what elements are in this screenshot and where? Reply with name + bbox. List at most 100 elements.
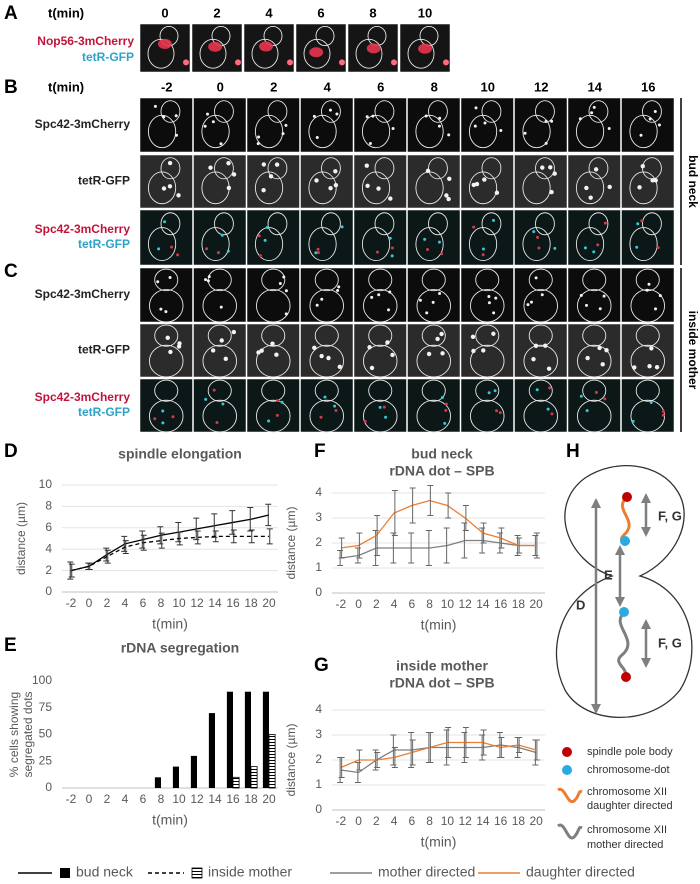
mother-cell [470,289,505,323]
bud-cell [481,157,502,180]
image-tile [193,209,247,266]
signal-dot [607,126,611,130]
mother-cell [416,344,452,378]
cell-outline [254,212,288,262]
image-tile [621,323,675,378]
image-tile [246,323,300,378]
y-axis-label: distance (µm) [14,502,28,575]
signal-dot [161,421,165,425]
mother-cell [309,399,345,433]
cell-outline [303,25,335,69]
nucleolus-signal [309,47,324,58]
signal-dot [596,243,600,247]
mother-cell [147,171,177,205]
signal-dot [174,114,178,118]
legend-label: mother directed [378,864,475,880]
x-tick-label: 6 [409,814,416,828]
image-tile [139,267,193,323]
mother-cell [575,114,605,149]
x-tick-label: 6 [409,597,416,611]
signal-dot [369,365,375,371]
signal-dot [314,178,319,183]
error-bar [498,737,505,758]
signal-dot [602,294,606,298]
cell-outline [575,212,609,262]
bud-cell [314,324,339,347]
image-tile [193,154,247,209]
error-bar [68,563,75,578]
signal-dot [487,295,491,299]
image-tile [300,209,354,266]
panel-letter: A [4,3,18,24]
cell-outline [363,268,398,323]
signal-dot [270,341,275,346]
signal-dot [531,356,536,362]
signal-dot [553,246,557,250]
signal-dot [337,364,342,370]
signal-dot [365,183,370,188]
tetr-signal [287,59,293,66]
bud-cell [261,324,286,347]
signal-dot [590,111,594,115]
tetr-signal [443,59,449,66]
y-tick-label: 10 [39,477,53,491]
bud-cell [314,268,339,292]
mother-cell [202,399,237,433]
signal-dot [491,218,495,222]
mother-cell [629,171,658,205]
signal-dot [649,401,653,405]
signal-dot [526,303,530,307]
image-tile [460,97,514,153]
signal-dot [654,364,660,370]
signal-dot [487,301,491,305]
signal-dot [368,141,372,145]
signal-dot [440,351,445,356]
signal-dot [363,420,367,424]
time-value: 6 [377,79,384,94]
signal-dot [640,163,645,169]
bud-cell [368,268,393,292]
signal-dot [388,236,392,240]
signal-dot [390,246,394,250]
signal-dot [473,124,477,128]
image-tile [300,267,354,323]
cell-outline [201,212,234,262]
error-bar [248,529,255,544]
signal-dot [163,220,167,224]
time-value: -2 [161,79,173,94]
signal-dot [385,340,390,345]
signal-dot [164,310,168,314]
signal-dot [588,195,593,200]
chart-subtitle: rDNA dot – SPB [389,675,494,691]
cell-outline [470,379,505,433]
error-bar [158,532,165,549]
error-bar [374,515,381,556]
cell-outline [361,157,395,205]
bud-cell [588,157,609,180]
signal-dot [267,419,271,423]
image-tile [621,97,675,153]
bud-cell [582,268,607,292]
image-tile [514,97,568,153]
signal-dot [204,278,208,282]
cell-outline [575,157,609,205]
image-tile [460,209,514,266]
signal-dot [474,181,480,187]
signal-dot [319,415,323,419]
signal-dot [211,120,215,124]
y-tick-label: 6 [45,520,52,534]
signal-dot [444,193,449,198]
signal-dot [650,178,655,183]
tetr-signal [391,59,397,66]
cell-outline [202,324,237,378]
error-bar [498,527,505,549]
signal-dot [261,188,266,193]
signal-dot [481,253,485,257]
row-label: Spc42-3mCherry [35,117,131,131]
error-bar [445,492,452,519]
x-tick-label: 4 [122,792,129,806]
x-tick-label: 4 [391,814,398,828]
panel-letter: E [4,635,17,656]
signal-dot [284,289,288,293]
signal-dot [550,119,554,123]
